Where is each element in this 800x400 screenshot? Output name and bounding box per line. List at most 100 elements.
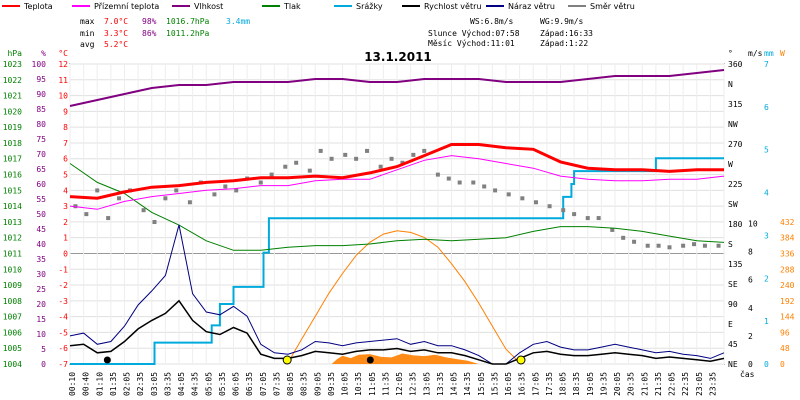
axis-deg-tick: 360 [728, 60, 743, 69]
info-sun-set: Západ:16:33 [540, 29, 593, 38]
axis-hpa-tick: 1007 [3, 313, 22, 322]
axis-ms-tick: 8 [748, 248, 753, 257]
series-wind-dir-point [106, 216, 111, 221]
series-wind-dir-point [702, 243, 707, 248]
axis-pct-tick: 70 [36, 150, 46, 159]
stats-block: max 7.0°C 98% 1016.7hPa 3.4mm min 3.3°C … [80, 17, 250, 49]
axis-pct-tick: 25 [36, 285, 46, 294]
stats-max-hum: 98% [142, 17, 157, 26]
info-moon-set: Západ:1:22 [540, 39, 588, 48]
series-wind-dir-point [163, 196, 168, 201]
axis-mm-tick: 1 [764, 317, 769, 326]
axis-ms-tick: 10 [748, 219, 758, 228]
legend-label-7: Směr větru [590, 2, 635, 11]
series-wind-dir-point [561, 208, 566, 213]
series-wind-dir-point [212, 192, 217, 197]
axis-degc-tick: 6 [63, 155, 68, 164]
series-wind-gust-line [69, 224, 725, 365]
x-tick-label: 00:10 [68, 372, 77, 396]
x-tick-label: 20:05 [613, 372, 622, 396]
axis-hpa-tick: 1011 [3, 249, 22, 258]
x-tick-label: 14:35 [463, 372, 472, 396]
axis-w-tick: 240 [780, 281, 795, 290]
legend: Teplota Přízemní teplota Vlhkost Tlak Srážky… [2, 2, 635, 11]
x-tick-label: 16:35 [518, 372, 527, 396]
axis-mm-tick: 3 [764, 231, 769, 240]
grid [69, 63, 725, 365]
series-wind-dir-point [269, 172, 274, 177]
axis-degc-tick: 4 [63, 186, 68, 195]
axis-hpa-tick: 1022 [3, 76, 22, 85]
axis-deg-tick: 315 [728, 100, 743, 109]
axis-deg-tick: 225 [728, 180, 743, 189]
series-wind-dir-point [84, 212, 89, 217]
series-ground-temp-line [69, 155, 725, 210]
series-wind-dir-point [329, 156, 334, 161]
axis-ms-tick: 2 [748, 332, 753, 341]
axis-w-tick: 96 [780, 328, 790, 337]
info-sun-rise: Slunce Východ:07:58 [428, 29, 520, 38]
axis-hpa-tick: 1006 [3, 328, 22, 337]
axis-deg-tick: W [728, 160, 733, 169]
moonset-marker [103, 356, 111, 364]
series-wind-dir-point [656, 243, 661, 248]
series-wind-dir-point [632, 239, 637, 244]
axis-degc-tick: -5 [58, 328, 68, 337]
chart-title: 13.1.2011 [364, 50, 432, 64]
axis-ms-title: m/s [748, 49, 763, 58]
axis-degc-tick: 1 [63, 234, 68, 243]
legend-label-5: Rychlost větru [424, 2, 481, 11]
axis-deg-tick: 180 [728, 220, 743, 229]
series-wind-dir-point [547, 204, 552, 209]
legend-label-3: Tlak [283, 2, 301, 11]
series-wind-dir-point [482, 184, 487, 189]
series-wind-dir-point [572, 212, 577, 217]
axis-pct-tick: 35 [36, 255, 46, 264]
x-tick-labels: 00:10 00:40 01:10 01:35 02:05 02:35 03:05 03:35… [68, 372, 717, 396]
series-wind-dir-point [343, 152, 348, 157]
axis-pct-tick: 90 [36, 90, 46, 99]
series-wind-dir-point [446, 176, 451, 181]
x-tick-label: 05:35 [218, 372, 227, 396]
stats-min-hum: 86% [142, 29, 157, 38]
axis-w-tick: 336 [780, 249, 795, 258]
x-tick-label: 19:05 [586, 372, 595, 396]
axis-hpa-tick: 1020 [3, 107, 22, 116]
stats-avg-temp: 5.2°C [104, 40, 128, 49]
x-tick-label: 19:35 [599, 372, 608, 396]
series-wind-dir-point [435, 172, 440, 177]
axis-degc-tick: 0 [63, 249, 68, 258]
axis-ms-tick: 0 [748, 360, 753, 369]
axis-hpa-tick: 1012 [3, 234, 22, 243]
x-tick-label: 15:35 [490, 372, 499, 396]
moonrise-marker [366, 356, 374, 364]
series-temperature-line [69, 143, 724, 200]
axis-pct-tick: 75 [36, 135, 46, 144]
axis-hpa-tick: 1005 [3, 344, 22, 353]
axis-hpa-tick: 1008 [3, 297, 22, 306]
axis-deg-tick: 90 [728, 300, 738, 309]
x-tick-label: 05:05 [204, 372, 213, 396]
axis-degc-title: °C [58, 49, 68, 58]
axis-degc-tick: 11 [58, 76, 68, 85]
axis-deg-title: ° [728, 49, 733, 58]
axis-mm-tick: 4 [764, 189, 769, 198]
x-tick-label: 01:35 [109, 372, 118, 396]
series-wind-dir-point [667, 245, 672, 250]
x-tick-label: 07:05 [259, 372, 268, 396]
x-tick-label: 17:05 [531, 372, 540, 396]
x-axis-label: čas [740, 369, 755, 379]
info-block: WS:6.8m/s WG:9.9m/s Slunce Východ:07:58 … [428, 17, 593, 48]
axis-hpa-tick: 1018 [3, 139, 22, 148]
x-tick-label: 11:35 [381, 372, 390, 396]
x-tick-label: 00:40 [82, 372, 91, 396]
x-tick-label: 06:05 [232, 372, 241, 396]
x-tick-label: 09:35 [327, 372, 336, 396]
series-wind-dir-point [422, 148, 427, 153]
series-wind-dir-point [692, 242, 697, 247]
axis-deg-tick: SE [728, 280, 738, 289]
series-wind-dir-point [354, 156, 359, 161]
legend-label-0: Teplota [23, 2, 53, 11]
axis-degc-tick: 12 [58, 60, 68, 69]
